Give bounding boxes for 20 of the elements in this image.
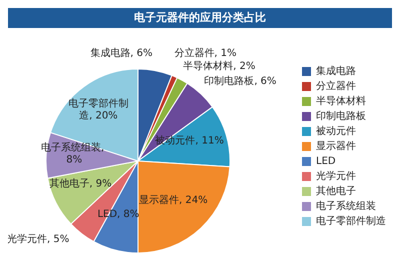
- legend-label: 显示器件: [316, 140, 356, 153]
- data-label: 分立器件, 1%: [174, 47, 237, 59]
- data-label: 集成电路, 6%: [90, 47, 152, 59]
- data-label: 显示器件, 24%: [139, 194, 208, 206]
- data-label: 电子零部件制造, 20%: [68, 97, 128, 122]
- legend-label: 半导体材料: [316, 94, 366, 108]
- data-label: 半导体材料, 2%: [183, 60, 256, 72]
- data-label: 印制电路板, 6%: [204, 75, 276, 88]
- legend-label: 电子系统组装: [316, 200, 376, 213]
- legend-label: 其他电子: [316, 184, 356, 198]
- legend-label: 电子零部件制造: [316, 214, 386, 228]
- data-label: 被动元件, 11%: [155, 134, 224, 147]
- legend-label: 光学元件: [316, 170, 356, 183]
- legend-label: 被动元件: [316, 124, 356, 138]
- legend-label: LED: [316, 156, 336, 166]
- legend-label: 分立器件: [316, 80, 356, 93]
- legend-label: 印制电路板: [316, 110, 366, 123]
- data-label: 其他电子, 9%: [49, 178, 112, 190]
- chart-title: 电子元器件的应用分类占比: [8, 8, 392, 28]
- legend-label: 集成电路: [316, 64, 356, 78]
